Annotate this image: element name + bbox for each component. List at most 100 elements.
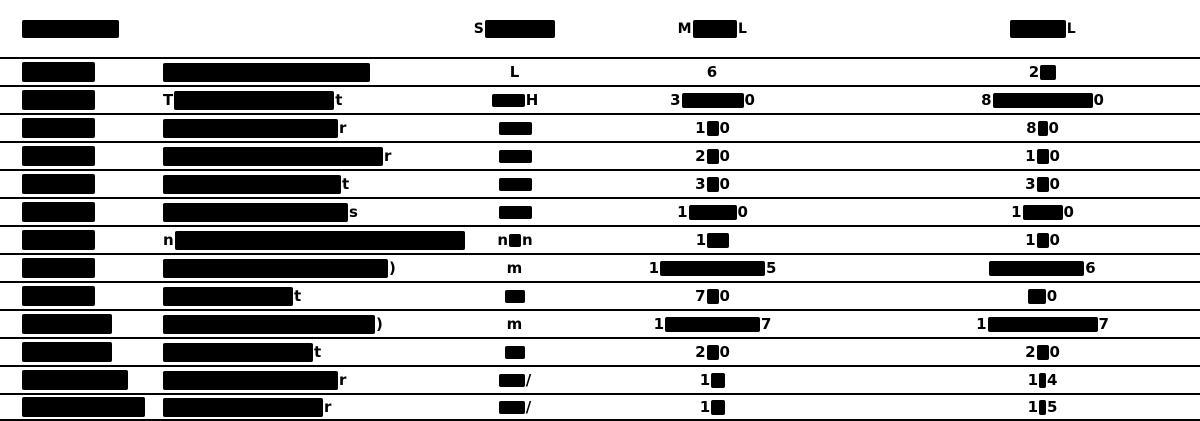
value-fragment: 1: [1025, 147, 1036, 165]
value-fragment: 3: [670, 91, 681, 109]
description-fragment: ): [389, 258, 396, 277]
unit-fragment: /: [525, 398, 532, 416]
unit-cell: L: [440, 64, 590, 80]
unit-cell: [440, 288, 590, 304]
description-fragment: r: [339, 370, 347, 389]
description-fragment: T: [163, 90, 174, 109]
redaction-bar: [706, 149, 719, 164]
redaction-bar: [693, 19, 737, 38]
description-cell: t: [163, 174, 440, 194]
code-cell: [0, 314, 163, 334]
redaction-bar: [505, 346, 525, 359]
description-cell: r: [163, 397, 440, 417]
redaction-bar: [163, 258, 388, 278]
description-fragment: t: [335, 90, 343, 109]
model1-value-cell: 1: [590, 372, 835, 388]
redaction-bar: [163, 314, 375, 334]
redaction-bar: [163, 174, 341, 194]
redaction-bar: [681, 93, 744, 108]
code-cell: [0, 90, 163, 110]
description-cell: ): [163, 258, 440, 278]
redaction-bar: [665, 317, 760, 332]
description-cell: s: [163, 202, 440, 222]
redaction-bar: [1040, 65, 1057, 80]
redaction-bar: [22, 62, 95, 82]
unit-fragment: n: [497, 231, 508, 249]
description-cell: t: [163, 286, 440, 306]
redaction-bar: [498, 374, 525, 387]
redaction-bar: [1036, 149, 1049, 164]
value-fragment: 4: [1047, 371, 1058, 389]
code-cell: [0, 286, 163, 306]
redaction-bar: [498, 122, 532, 135]
value-fragment: 1: [1027, 398, 1038, 416]
unit-fragment: n: [522, 231, 533, 249]
value-fragment: 0: [1046, 287, 1058, 305]
value-fragment: 2: [1028, 63, 1040, 81]
value-fragment: 0: [1049, 343, 1060, 361]
redaction-bar: [706, 289, 719, 304]
unit-fragment: /: [525, 371, 532, 389]
description-fragment: n: [163, 230, 174, 249]
value-fragment: 1: [1011, 203, 1022, 221]
description-fragment: s: [349, 202, 358, 221]
redaction-bar: [660, 261, 765, 276]
header-model2-fragment: L: [1066, 20, 1077, 37]
code-cell: [0, 174, 163, 194]
redaction-bar: [22, 202, 95, 222]
redaction-bar: [989, 261, 1085, 276]
value-fragment: 0: [1093, 91, 1104, 109]
code-cell: [0, 258, 163, 278]
description-cell: r: [163, 370, 440, 390]
code-cell: [0, 370, 163, 390]
redaction-bar: [163, 397, 323, 417]
redaction-bar: [163, 202, 348, 222]
value-fragment: 0: [719, 147, 730, 165]
code-cell: [0, 146, 163, 166]
unit-cell: H: [440, 92, 590, 108]
unit-fragment: L: [509, 63, 520, 81]
value-fragment: 1: [677, 203, 688, 221]
redaction-bar: [505, 290, 525, 303]
redaction-bar: [987, 317, 1098, 332]
unit-cell: m: [440, 260, 590, 276]
description-cell: r: [163, 146, 440, 166]
description-cell: t: [163, 342, 440, 362]
redaction-bar: [22, 397, 145, 417]
redaction-bar: [498, 206, 532, 219]
value-fragment: 2: [1025, 343, 1036, 361]
model1-value-cell: 1: [590, 232, 835, 248]
description-cell: ): [163, 314, 440, 334]
redaction-bar: [706, 345, 719, 360]
model2-value-cell: 2: [835, 64, 1200, 80]
redaction-bar: [707, 233, 730, 248]
header-model2-cell: L: [835, 19, 1200, 38]
value-fragment: 0: [737, 203, 748, 221]
redaction-bar: [22, 19, 119, 38]
value-fragment: 0: [1049, 175, 1060, 193]
description-cell: n: [163, 230, 465, 250]
value-fragment: 6: [706, 63, 718, 81]
redaction-bar: [22, 174, 95, 194]
value-fragment: 6: [1085, 259, 1096, 277]
value-fragment: 0: [719, 343, 730, 361]
redaction-bar: [1027, 289, 1046, 304]
value-fragment: 3: [695, 175, 706, 193]
